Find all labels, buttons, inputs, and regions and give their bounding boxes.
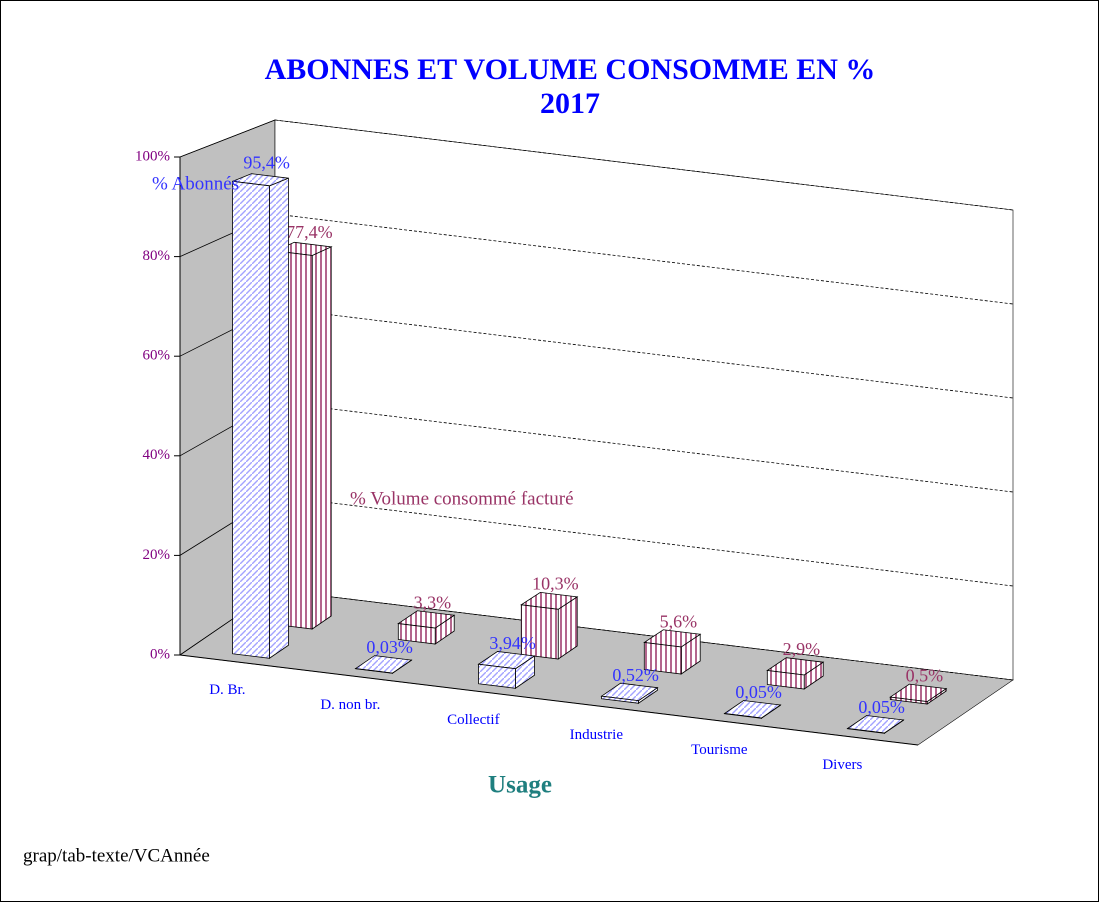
footnote: grap/tab-texte/VCAnnée (23, 845, 210, 866)
series-label: % Abonnés (152, 173, 239, 194)
data-label: 0,5% (906, 666, 944, 686)
bar-side (269, 177, 289, 660)
x-axis (179, 654, 919, 746)
grid-line (274, 307, 1014, 399)
bar (477, 651, 536, 690)
bar (232, 173, 289, 660)
y-tick-label: 20% (143, 547, 171, 563)
data-label: 3,3% (414, 592, 452, 612)
y-tick-label: 80% (143, 248, 171, 264)
bar (643, 629, 702, 675)
y-tick-label: 60% (143, 348, 171, 364)
bar (520, 591, 579, 660)
bar-front (232, 180, 270, 659)
grid-line (179, 119, 276, 158)
bar (723, 700, 782, 720)
bar-front (766, 670, 805, 690)
bar-front (478, 663, 516, 689)
bar-front (397, 623, 436, 645)
data-label: 10,3% (532, 574, 579, 594)
data-label: 0,52% (612, 665, 659, 685)
bar-front (847, 728, 885, 734)
y-tick-label: 40% (143, 447, 171, 463)
bar-front (889, 696, 928, 705)
x-tick-label: Collectif (447, 712, 500, 728)
x-tick-label: Divers (822, 757, 862, 773)
grid-line (274, 401, 1014, 493)
back-wall (274, 119, 1014, 681)
series-label: % Volume consommé facturé (350, 488, 574, 509)
grid-line (274, 589, 1014, 681)
data-label: 95,4% (243, 153, 290, 173)
data-label: 0,05% (735, 682, 782, 702)
bar (600, 682, 659, 705)
grid-line (274, 495, 1014, 587)
x-tick-label: Industrie (570, 727, 624, 743)
y-tick-label: 100% (135, 148, 170, 164)
data-label: 0,03% (366, 637, 413, 657)
x-tick-label: D. non br. (320, 697, 380, 713)
bar-front (520, 604, 559, 660)
data-label: 0,05% (858, 697, 905, 717)
grid-line (274, 213, 1014, 305)
bar (397, 610, 456, 645)
bar (354, 655, 413, 675)
chart-subtitle: 2017 (540, 87, 600, 120)
data-label: 3,94% (489, 633, 536, 653)
data-label: 5,6% (660, 611, 698, 631)
y-tick-label: 0% (150, 646, 170, 662)
bar-front (601, 695, 639, 704)
bar (766, 657, 825, 690)
data-label: 77,4% (286, 222, 333, 242)
x-tick-label: D. Br. (209, 682, 245, 698)
grid-line (274, 119, 1014, 211)
bar-front (355, 668, 393, 674)
bar (889, 683, 948, 705)
bar-front (724, 713, 762, 719)
x-tick-label: Tourisme (691, 742, 748, 758)
x-axis-label: Usage (488, 772, 552, 799)
bar-front (643, 642, 682, 675)
bar (846, 715, 905, 735)
chart-title: ABONNES ET VOLUME CONSOMME EN % (265, 53, 876, 86)
bar-side (311, 246, 332, 630)
data-label: 2,9% (783, 639, 821, 659)
